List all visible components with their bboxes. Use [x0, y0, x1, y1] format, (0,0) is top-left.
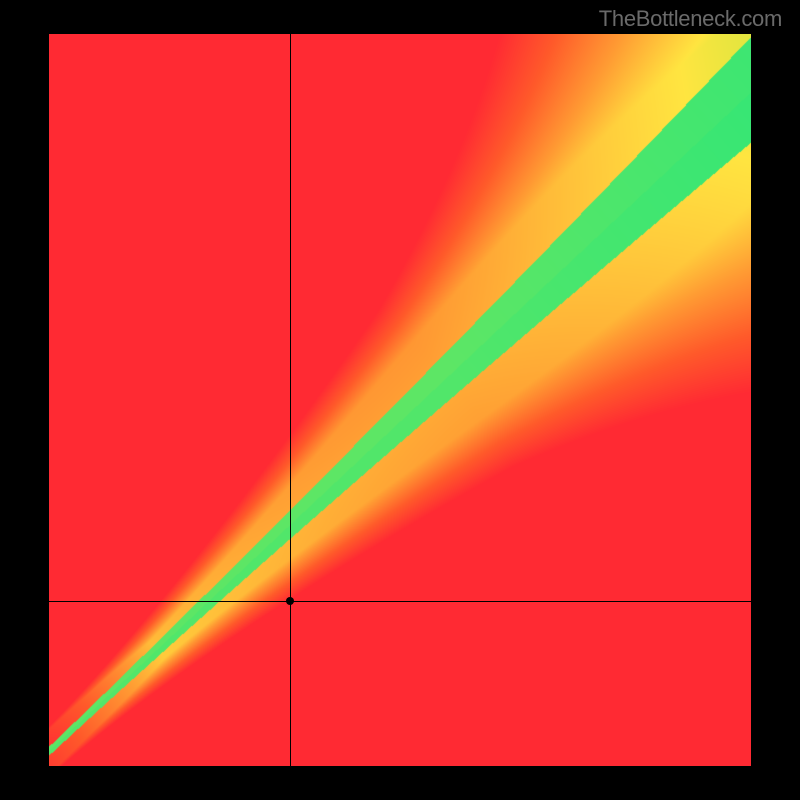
- crosshair-horizontal: [49, 601, 751, 602]
- marker-dot: [286, 597, 294, 605]
- heatmap-canvas: [49, 34, 751, 766]
- crosshair-vertical: [290, 34, 291, 766]
- heatmap-plot: [49, 34, 751, 766]
- watermark-text: TheBottleneck.com: [599, 6, 782, 32]
